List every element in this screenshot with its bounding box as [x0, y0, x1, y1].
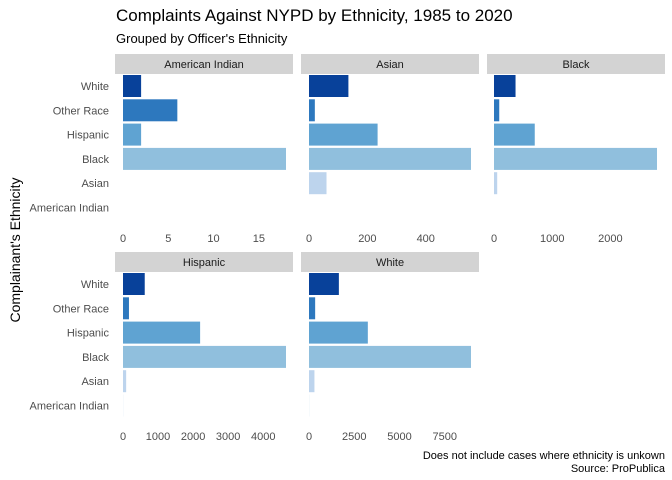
- bar-black-white: [494, 75, 516, 97]
- bar-asian-black: [309, 147, 471, 170]
- bar-hispanic-white: [123, 273, 145, 295]
- category-label-black: Black: [82, 154, 109, 166]
- bar-american-indian-white: [123, 75, 142, 97]
- caption-source: Source: ProPublica: [571, 463, 666, 475]
- x-tick-white-2500: 2500: [342, 431, 366, 443]
- bar-asian-other-race: [309, 99, 315, 122]
- bar-asian-white: [309, 75, 349, 97]
- category-label-hispanic: Hispanic: [67, 130, 110, 142]
- y-axis-label: Complainant's Ethnicity: [7, 177, 23, 322]
- category-label-asian: Asian: [81, 376, 109, 388]
- category-label-white: White: [81, 81, 109, 93]
- bar-asian-asian: [309, 172, 327, 195]
- bar-hispanic-hispanic: [123, 321, 201, 344]
- category-label-asian: Asian: [81, 178, 109, 190]
- x-tick-hispanic-0: 0: [120, 431, 126, 443]
- bar-black-hispanic: [494, 123, 535, 146]
- bar-black-other-race: [494, 99, 500, 122]
- category-label-other-race: Other Race: [53, 303, 109, 315]
- bar-hispanic-black: [123, 345, 286, 368]
- x-tick-asian-0: 0: [306, 233, 312, 245]
- bar-white-other-race: [309, 297, 316, 320]
- facet-asian: Asian 0 200 400: [301, 54, 479, 245]
- facet-black: Black 0 1000 2000: [487, 54, 665, 245]
- bar-hispanic-other-race: [123, 297, 129, 320]
- category-label-american-indian: American Indian: [30, 401, 110, 413]
- bar-american-indian-black: [123, 147, 286, 170]
- x-tick-american-indian-15: 15: [253, 233, 265, 245]
- facet-strip-label-hispanic: Hispanic: [183, 257, 226, 269]
- bar-asian-hispanic: [309, 123, 378, 146]
- facet-white: White 0 2500 5000 7500: [301, 252, 479, 443]
- x-tick-hispanic-1000: 1000: [146, 431, 170, 443]
- facet-strip-hispanic: [115, 252, 293, 272]
- bar-white-black: [309, 345, 471, 368]
- x-tick-hispanic-3000: 3000: [216, 431, 240, 443]
- x-tick-black-1000: 1000: [540, 233, 564, 245]
- facet-strip-label-white: White: [376, 257, 404, 269]
- bar-american-indian-hispanic: [123, 123, 142, 146]
- bar-black-black: [494, 147, 657, 170]
- x-tick-american-indian-10: 10: [207, 233, 219, 245]
- category-label-white: White: [81, 279, 109, 291]
- facet-strip-asian: [301, 54, 479, 74]
- category-label-american-indian: American Indian: [30, 203, 110, 215]
- x-tick-white-5000: 5000: [387, 431, 411, 443]
- x-tick-asian-200: 200: [358, 233, 376, 245]
- chart-title: Complaints Against NYPD by Ethnicity, 19…: [116, 6, 513, 25]
- bar-white-asian: [309, 370, 315, 393]
- facet-strip-american-indian: [115, 54, 293, 74]
- x-tick-black-2000: 2000: [598, 233, 622, 245]
- bar-white-white: [309, 273, 339, 295]
- x-tick-white-7500: 7500: [433, 431, 457, 443]
- facet-american-indian: American Indian White Other Race Hispanic Bl…: [30, 54, 293, 245]
- facet-strip-label-black: Black: [563, 59, 590, 71]
- x-tick-asian-400: 400: [417, 233, 435, 245]
- x-tick-american-indian-5: 5: [165, 233, 171, 245]
- x-tick-american-indian-0: 0: [120, 233, 126, 245]
- x-tick-hispanic-2000: 2000: [181, 431, 205, 443]
- category-label-hispanic: Hispanic: [67, 328, 110, 340]
- bar-white-hispanic: [309, 321, 368, 344]
- caption-note: Does not include cases where ethnicity i…: [423, 450, 665, 462]
- facet-strip-label-asian: Asian: [376, 59, 404, 71]
- facet-strip-white: [301, 252, 479, 272]
- bar-black-asian: [494, 172, 498, 195]
- x-tick-black-0: 0: [491, 233, 497, 245]
- category-label-other-race: Other Race: [53, 105, 109, 117]
- category-label-black: Black: [82, 352, 109, 364]
- facet-panels: American Indian White Other Race Hispanic Bl…: [30, 54, 665, 443]
- facet-strip-black: [487, 54, 665, 74]
- chart-subtitle: Grouped by Officer's Ethnicity: [116, 31, 288, 46]
- x-tick-hispanic-4000: 4000: [251, 431, 275, 443]
- facet-strip-label-american-indian: American Indian: [164, 59, 244, 71]
- bar-american-indian-other-race: [123, 99, 178, 122]
- x-tick-white-0: 0: [306, 431, 312, 443]
- facet-hispanic: Hispanic White Other Race Hispanic Black Asia…: [30, 252, 293, 443]
- bar-hispanic-asian: [123, 370, 127, 393]
